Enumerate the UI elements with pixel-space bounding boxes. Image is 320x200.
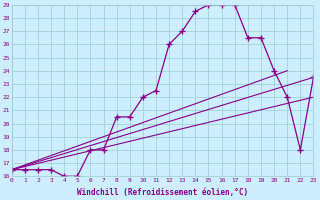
X-axis label: Windchill (Refroidissement éolien,°C): Windchill (Refroidissement éolien,°C) xyxy=(77,188,248,197)
